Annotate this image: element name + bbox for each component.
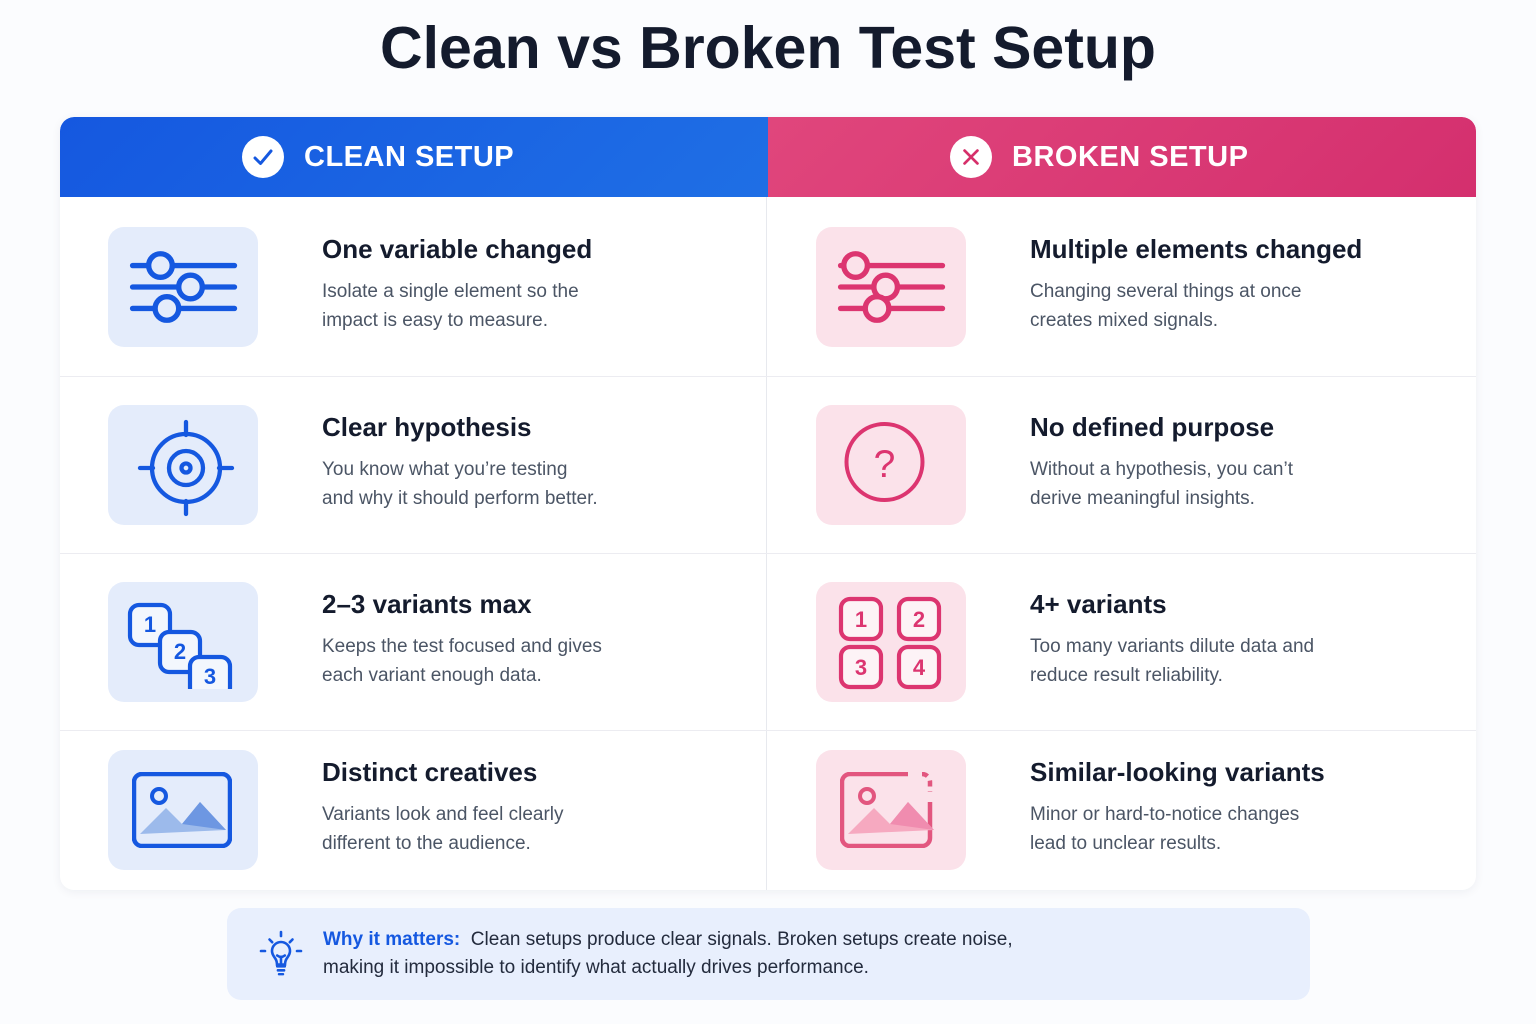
svg-text:3: 3 (204, 664, 216, 689)
svg-text:?: ? (874, 443, 896, 486)
svg-text:2: 2 (913, 607, 925, 632)
svg-text:1: 1 (144, 612, 156, 637)
svg-text:3: 3 (855, 655, 867, 680)
svg-text:4: 4 (913, 655, 926, 680)
svg-text:2: 2 (174, 639, 186, 664)
svg-text:1: 1 (855, 607, 867, 632)
